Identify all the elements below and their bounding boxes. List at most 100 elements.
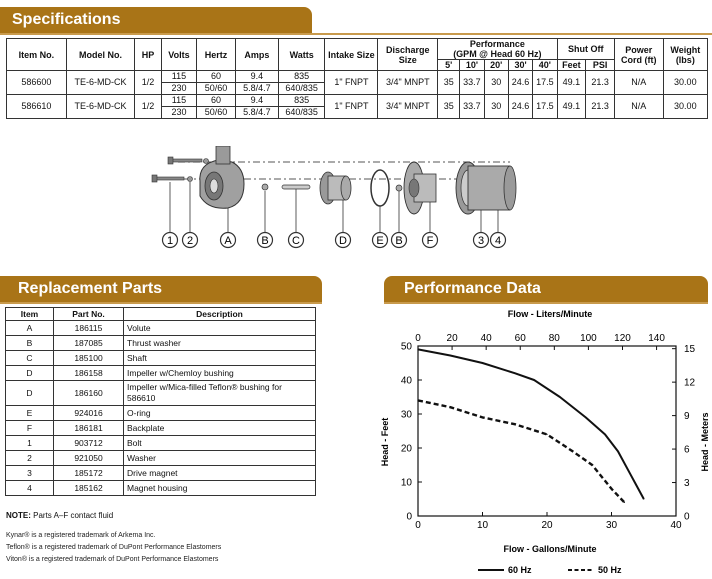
trademark-teflon: Teflon® is a registered trademark of DuP…	[6, 544, 222, 551]
callout-circle	[334, 231, 352, 249]
col-feet: Feet	[556, 59, 587, 71]
right-tick-label: 0	[684, 512, 690, 523]
right-tick-label: 3	[684, 478, 690, 489]
right-tick-label: 12	[684, 378, 696, 389]
spec-row-weight: 30.00	[662, 70, 709, 95]
parts-row-item: 3	[5, 465, 54, 481]
col-amps: Amps	[234, 38, 279, 71]
series-point	[585, 416, 587, 418]
parts-row: 4 185162 Magnet housing	[5, 480, 316, 496]
parts-row: A 186115 Volute	[5, 320, 316, 336]
parts-row: D 186160 Impeller w/Mica-filled Teflon® bu…	[5, 380, 316, 406]
volute-part	[199, 146, 245, 209]
col-head-10: 10'	[459, 59, 485, 71]
callout-label: D	[339, 235, 347, 247]
x-tick-label: 20	[541, 520, 553, 531]
replacement-parts-body: A 186115 Volute B 187085 Thrust washer C 185100…	[5, 320, 316, 496]
y-axis-label: Head - Feet	[380, 418, 390, 467]
series-point	[610, 488, 613, 490]
parts-row-description: Impeller w/Chemloy bushing	[123, 365, 316, 381]
col-head-40: 40'	[532, 59, 558, 71]
parts-row-item: D	[5, 365, 54, 381]
col-head-30: 30'	[507, 59, 534, 71]
spec-row-gpm: 17.5	[532, 94, 558, 119]
backplate-part	[403, 161, 437, 215]
series-point	[514, 423, 516, 425]
spec-row-discharge: 3/4" MNPT	[377, 70, 439, 95]
col-intake: Intake Size	[324, 38, 379, 71]
series-point	[449, 354, 451, 357]
callout-label: 1	[167, 235, 173, 247]
parts-row-item: 1	[5, 435, 54, 451]
spec-row-gpm: 35	[437, 70, 461, 95]
note-text: Parts A–F contact fluid	[30, 511, 114, 520]
x-tick-label: 0	[415, 520, 421, 531]
parts-row-item: D	[5, 380, 54, 406]
col-part-number: Part No.	[53, 307, 124, 321]
callout-label: 2	[187, 235, 193, 247]
callout-circle	[489, 231, 507, 249]
callout-label: 3	[478, 235, 484, 247]
washer-part	[187, 158, 209, 182]
parts-row-description: O-ring	[123, 405, 316, 421]
col-shutoff: Shut Off	[556, 38, 615, 60]
col-discharge: Discharge Size	[377, 38, 439, 71]
callout-label: A	[224, 235, 232, 247]
specifications-rule	[0, 33, 712, 35]
parts-row-description: Drive magnet	[123, 465, 316, 481]
parts-row: E 924016 O-ring	[5, 405, 316, 421]
series-point	[559, 396, 561, 398]
series-point	[591, 464, 593, 466]
o-ring-part	[370, 169, 390, 207]
performance-subheader: (GPM @ Head 60 Hz)	[453, 49, 542, 59]
spec-row-hertz: 60	[196, 70, 236, 83]
spec-row-hp: 1/2	[134, 70, 162, 95]
x-tick-label: 10	[477, 520, 489, 531]
parts-row-description: Backplate	[123, 420, 316, 436]
spec-row-model: TE-6-MD-CK	[65, 94, 136, 119]
spec-row-gpm: 30	[483, 70, 509, 95]
spec-row-watts: 640/835	[277, 106, 326, 119]
col-weight: Weight (lbs)	[662, 38, 709, 71]
col-psi: PSI	[585, 59, 615, 71]
spec-row-gpm: 24.6	[507, 70, 534, 95]
parts-row-description: Magnet housing	[123, 480, 316, 496]
top-tick-label: 60	[515, 333, 527, 344]
callout-label: 4	[495, 235, 501, 247]
spec-row-intake: 1" FNPT	[324, 70, 379, 95]
series-point	[417, 399, 419, 401]
right-tick-label: 9	[684, 411, 690, 422]
parts-row-item: F	[5, 420, 54, 436]
series-point	[546, 433, 548, 435]
replacement-parts-banner: Replacement Parts	[0, 276, 322, 302]
series-point	[604, 433, 606, 435]
callout-circle	[472, 231, 490, 249]
col-part-item: Item	[5, 307, 54, 321]
spec-row-cord: N/A	[613, 70, 664, 95]
top-tick-label: 100	[580, 333, 597, 344]
shaft-part	[281, 184, 311, 190]
right-tick-label: 15	[684, 344, 696, 355]
spec-row-model: TE-6-MD-CK	[65, 70, 136, 95]
parts-row-item: E	[5, 405, 54, 421]
parts-row-number: 186160	[53, 380, 124, 406]
parts-row-description: Washer	[123, 450, 316, 466]
spec-row-feet: 49.1	[556, 70, 587, 95]
series-point	[533, 379, 535, 381]
parts-row-item: A	[5, 320, 54, 336]
spec-row-watts: 835	[277, 94, 326, 107]
parts-note: NOTE: Parts A–F contact fluid	[6, 511, 113, 520]
col-part-description: Description	[123, 307, 316, 321]
callout-circle	[181, 231, 199, 249]
parts-row-item: 4	[5, 480, 54, 496]
callout-circle	[161, 231, 179, 249]
spec-row-item: 586610	[6, 94, 67, 119]
top-tick-label: 0	[415, 333, 421, 344]
parts-row-number: 186158	[53, 365, 124, 381]
spec-row-hertz: 50/60	[196, 106, 236, 119]
parts-row-number: 187085	[53, 335, 124, 351]
spec-row-gpm: 33.7	[459, 94, 485, 119]
spec-row-item: 586600	[6, 70, 67, 95]
series-point	[572, 450, 574, 452]
parts-row-description: Volute	[123, 320, 316, 336]
